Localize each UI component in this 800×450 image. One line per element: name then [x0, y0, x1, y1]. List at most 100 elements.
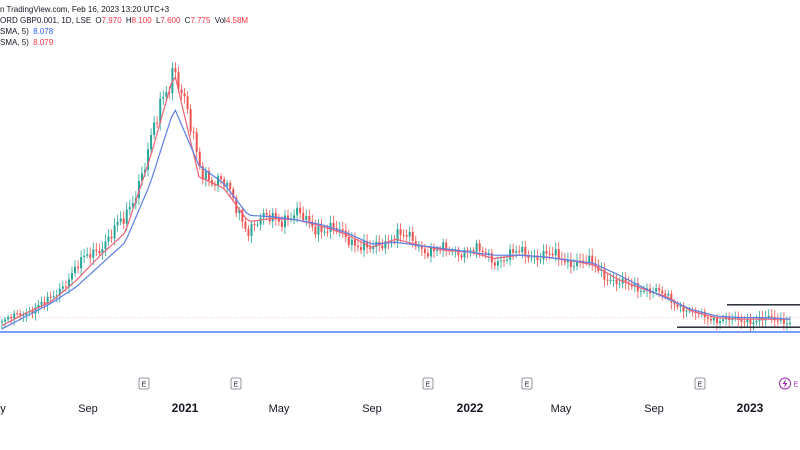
candle-body	[198, 151, 201, 167]
chart-legend: n TradingView.com, Feb 16, 2023 13:20 UT…	[0, 4, 248, 48]
candle-body	[119, 218, 122, 222]
x-axis-tick-label: y	[0, 403, 6, 415]
candle-body	[539, 259, 542, 261]
candle-body	[259, 217, 262, 225]
sma-row-1: SMA, 5) 8.078	[0, 26, 248, 37]
candle-body	[375, 241, 378, 248]
candle-body	[174, 67, 177, 72]
candle-body	[19, 313, 22, 316]
x-axis-tick-label: May	[551, 403, 572, 415]
ohlc-row: n TradingView.com, Feb 16, 2023 13:20 UT…	[0, 4, 248, 15]
candle-body	[207, 171, 210, 181]
candle-body	[223, 179, 226, 187]
candle-body	[366, 241, 369, 248]
candle-body	[402, 235, 405, 237]
candle-body	[609, 279, 612, 281]
candle-body	[673, 302, 676, 305]
candle-body	[639, 290, 642, 292]
candle-body	[268, 214, 271, 222]
candle-body	[262, 213, 265, 218]
candle-body	[341, 229, 344, 231]
sma-fast-line	[1, 75, 790, 327]
candle-body	[776, 320, 779, 322]
sma-value-1: 8.078	[33, 27, 54, 36]
candle-body	[509, 249, 512, 260]
open-value: 7.970	[101, 16, 122, 25]
candle-body	[536, 255, 539, 261]
candle-body	[670, 293, 673, 303]
candle-body	[16, 313, 19, 315]
candle-body	[165, 92, 168, 97]
candle-body	[55, 295, 58, 297]
candle-body	[277, 219, 280, 222]
earnings-marker[interactable]: E	[422, 377, 434, 390]
candle-body	[156, 122, 159, 124]
candle-body	[40, 301, 43, 305]
candle-body	[676, 304, 679, 307]
candle-body	[220, 176, 223, 180]
candle-body	[25, 312, 28, 316]
candle-body	[606, 279, 609, 281]
candle-body	[305, 216, 308, 220]
candle-body	[746, 319, 749, 323]
dividend-marker-label: E	[794, 382, 799, 389]
candle-body	[299, 207, 302, 213]
candle-body	[436, 249, 439, 251]
earnings-marker[interactable]: E	[138, 377, 150, 390]
candle-body	[737, 316, 740, 320]
candle-body	[405, 235, 408, 237]
candle-body	[396, 229, 399, 242]
candle-body	[229, 182, 232, 190]
candle-body	[74, 266, 77, 274]
dividend-marker[interactable]: E	[779, 377, 799, 390]
horizontal-levels	[0, 317, 800, 333]
candle-body	[496, 261, 499, 266]
x-axis-tick-label: May	[269, 403, 290, 415]
candle-body	[89, 254, 92, 258]
earnings-marker[interactable]: E	[230, 377, 242, 390]
candle-body	[515, 251, 518, 253]
candle-body	[323, 231, 326, 233]
candle-body	[755, 320, 758, 323]
candle-body	[472, 250, 475, 252]
candle-body	[554, 249, 557, 256]
candle-body	[363, 241, 366, 251]
candle-body	[353, 239, 356, 246]
candle-body	[506, 259, 509, 261]
earnings-marker[interactable]: E	[694, 377, 706, 390]
candle-body	[712, 318, 715, 321]
candle-body	[785, 323, 788, 325]
candle-body	[247, 228, 250, 236]
candle-body	[694, 310, 697, 314]
candle-body	[46, 296, 49, 304]
high-label: H	[125, 16, 132, 25]
candle-body	[10, 317, 13, 319]
candle-body	[789, 322, 791, 324]
candle-body	[612, 279, 615, 281]
candle-body	[527, 256, 530, 259]
candle-body	[250, 224, 253, 236]
candle-body	[356, 245, 359, 248]
candle-body	[715, 318, 718, 324]
close-label: C	[184, 16, 191, 25]
candle-body	[159, 98, 162, 124]
candle-body	[137, 181, 140, 199]
candle-body	[433, 247, 436, 251]
candle-body	[770, 316, 773, 318]
candle-body	[417, 246, 420, 248]
candle-body	[493, 262, 496, 266]
x-axis-tick-label: Sep	[78, 403, 98, 415]
earnings-marker[interactable]: E	[521, 377, 533, 390]
candle-body	[147, 149, 150, 170]
candle-body	[642, 290, 645, 292]
candle-body	[332, 222, 335, 228]
candle-body	[241, 209, 244, 222]
candle-body	[743, 321, 746, 323]
candle-body	[37, 304, 40, 308]
candle-body	[140, 173, 143, 182]
candle-body	[83, 255, 86, 258]
volume-label: Vol	[214, 16, 226, 25]
